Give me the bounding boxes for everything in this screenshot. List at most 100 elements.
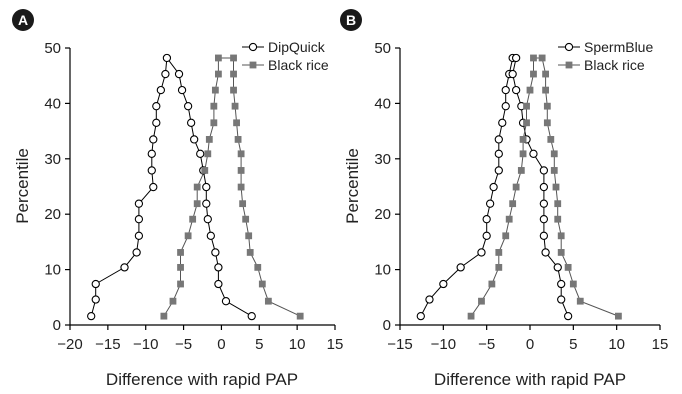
data-point-circle [557,295,566,304]
data-point-circle [152,118,161,127]
y-tick-label: 30 [44,151,61,168]
data-point-circle [186,118,196,127]
data-point-square [239,200,247,208]
data-point-square [210,102,218,110]
panel-badge [340,9,362,31]
data-point-square [177,263,184,271]
data-point-square [233,119,240,127]
data-point-square [569,280,577,288]
x-tick-label: −5 [478,336,495,353]
data-point-square [258,280,266,288]
data-point-circle [214,263,223,272]
data-point-circle [134,231,144,240]
data-point-square [554,200,562,208]
data-point-circle [152,102,161,111]
data-point-circle [529,149,538,158]
data-point-square [576,297,584,305]
data-point-circle [494,149,503,158]
data-point-circle [134,199,144,208]
data-point-square [517,167,525,174]
data-point-square [530,54,537,62]
data-point-circle [553,263,562,272]
data-point-square [557,232,565,240]
data-point-circle [161,69,170,79]
data-point-square [502,232,510,240]
data-point-circle [147,149,156,158]
legend-marker-circle [564,42,574,52]
data-point-circle [477,248,486,257]
series-line-square [470,57,619,317]
data-point-square [201,167,209,174]
data-point-circle [196,149,205,158]
x-tick-label: −20 [57,336,82,353]
data-point-circle [541,248,550,257]
data-point-circle [539,215,549,224]
data-point-square [557,249,565,256]
data-point-circle [132,248,141,257]
data-point-square [530,70,537,78]
data-point-square [552,183,560,191]
series-line-square [163,57,301,317]
data-point-circle [190,135,199,144]
data-point-square [237,183,245,191]
data-point-square [495,249,503,256]
data-point-square [615,312,622,320]
data-point-square [523,119,530,127]
data-point-circle [501,85,510,95]
y-tick-label: 20 [44,206,61,223]
data-point-circle [87,311,96,321]
data-point-square [296,312,304,320]
data-point-square [264,297,272,305]
x-tick-label: 0 [526,336,534,353]
y-tick-label: 0 [53,317,61,334]
panel-a: A 0 10 20 30 40 50 −20 −15 −10 −5 0 5 10 15 Difference … [12,9,343,389]
series-line-circle [90,56,252,317]
x-tick-label: 10 [289,336,306,353]
data-point-square [204,150,212,158]
data-point-square [215,54,222,62]
x-tick-label: −15 [387,336,412,353]
data-point-square [193,183,201,191]
data-point-square [478,297,485,305]
data-point-circle [539,231,549,240]
axes [69,48,335,326]
data-point-circle [539,166,549,175]
data-point-square [467,312,475,320]
data-point-square [210,119,218,127]
data-point-circle [416,311,425,321]
data-point-square [519,136,527,143]
x-tick-label: 5 [255,336,263,353]
data-point-square [519,150,527,158]
data-point-circle [425,295,434,304]
data-point-square [230,54,237,62]
data-point-square [230,70,237,78]
data-point-circle [511,85,521,95]
data-point-square [205,136,213,143]
data-point-square [512,183,520,191]
data-point-circle [494,166,503,175]
data-point-circle [156,85,166,95]
data-point-circle [482,215,491,224]
x-tick-label: 15 [327,336,344,353]
data-point-circle [489,182,498,192]
y-tick-label: 10 [374,262,391,279]
y-tick-label: 30 [374,151,391,168]
data-point-circle [202,199,211,208]
data-point-square [538,54,546,62]
data-point-square [547,136,555,143]
data-point-square [542,70,549,78]
x-tick-label: 10 [608,336,625,353]
y-axis-title: Percentile [343,148,362,224]
data-point-square [550,167,558,174]
data-point-square [564,263,572,271]
data-point-circle [221,297,231,306]
panel-badge-label: A [18,12,28,28]
data-point-square [245,232,253,240]
data-point-square [526,86,534,94]
legend-label: SpermBlue [584,39,653,55]
legend-marker-square [249,61,257,69]
x-tick-label: −10 [431,336,456,353]
y-tick-label: 50 [44,40,61,57]
data-point-circle [147,166,156,175]
data-point-square [160,312,168,320]
